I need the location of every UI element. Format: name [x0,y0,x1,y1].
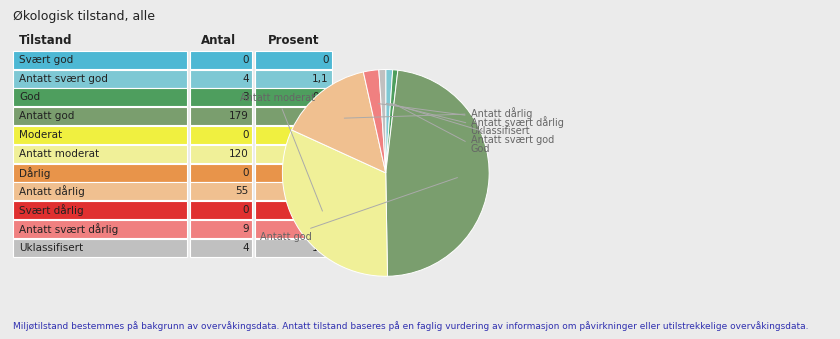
Text: 0: 0 [322,205,328,215]
Bar [255,239,332,257]
Wedge shape [386,69,392,173]
Text: 0: 0 [242,130,249,140]
Text: Prosent: Prosent [267,35,319,47]
Text: 4: 4 [242,243,249,253]
Bar [190,182,252,200]
Text: 47,9: 47,9 [306,111,328,121]
Bar [13,51,186,69]
Text: Antatt god: Antatt god [260,178,458,242]
Bar [255,107,332,125]
Bar [13,182,186,200]
Text: Antatt svært dårlig: Antatt svært dårlig [19,223,118,235]
Text: Dårlig: Dårlig [19,166,50,179]
Bar [255,201,332,219]
Text: God: God [395,104,490,154]
Bar [13,69,186,87]
Bar [190,51,252,69]
Bar [13,239,186,257]
Wedge shape [386,70,489,276]
Bar [255,145,332,163]
Text: Tilstand: Tilstand [19,35,72,47]
Bar [255,164,332,181]
Wedge shape [291,72,386,173]
Bar [190,69,252,87]
Text: 1,1: 1,1 [312,74,328,84]
Bar [190,88,252,106]
Bar [13,164,186,181]
Bar [255,182,332,200]
Wedge shape [282,130,387,276]
Text: Antatt svært god: Antatt svært god [391,103,554,145]
Text: Antatt moderat: Antatt moderat [19,149,99,159]
Text: 14,7: 14,7 [306,186,328,196]
Bar [190,145,252,163]
Text: Antatt moderat: Antatt moderat [240,94,323,211]
Wedge shape [364,70,386,173]
Bar [255,126,332,144]
Text: 1,1: 1,1 [312,243,328,253]
Bar [13,201,186,219]
Text: Miljøtilstand bestemmes på bakgrunn av overvåkingsdata. Antatt tilstand baseres : Miljøtilstand bestemmes på bakgrunn av o… [13,321,808,331]
Text: Antal: Antal [201,35,236,47]
Text: 0: 0 [242,205,249,215]
Text: Moderat: Moderat [19,130,62,140]
Text: 0: 0 [322,130,328,140]
Text: Antatt god: Antatt god [19,111,75,121]
Bar [255,88,332,106]
Bar [13,88,186,106]
Bar [255,69,332,87]
Bar [13,107,186,125]
Text: Antatt dårlig: Antatt dårlig [19,185,85,197]
Text: 32,1: 32,1 [306,149,328,159]
Text: 179: 179 [229,111,249,121]
Text: 0,8: 0,8 [312,93,328,102]
Bar [190,201,252,219]
Bar [255,51,332,69]
Text: Uklassifisert: Uklassifisert [19,243,83,253]
Bar [190,220,252,238]
Bar [13,145,186,163]
Text: 55: 55 [235,186,249,196]
Text: 0: 0 [322,167,328,178]
Text: 3: 3 [242,93,249,102]
Text: 0: 0 [322,55,328,65]
Bar [13,126,186,144]
Text: Økologisk tilstand, alle: Økologisk tilstand, alle [13,10,155,23]
Bar [13,220,186,238]
Text: 0: 0 [242,55,249,65]
Text: Antatt svært god: Antatt svært god [19,74,108,84]
Text: 9: 9 [242,224,249,234]
Bar [255,220,332,238]
Bar [190,107,252,125]
Text: 2,4: 2,4 [312,224,328,234]
Text: Antatt dårlig: Antatt dårlig [344,107,532,119]
Bar [190,164,252,181]
Text: Antatt svært dårlig: Antatt svært dårlig [379,104,564,128]
Text: Svært dårlig: Svært dårlig [19,204,84,216]
Text: Svært god: Svært god [19,55,73,65]
Text: God: God [19,93,40,102]
Text: 120: 120 [229,149,249,159]
Bar [190,126,252,144]
Bar [190,239,252,257]
Text: 4: 4 [242,74,249,84]
Wedge shape [386,70,398,173]
Wedge shape [379,69,386,173]
Text: Uklassifisert: Uklassifisert [386,103,530,136]
Text: 0: 0 [242,167,249,178]
